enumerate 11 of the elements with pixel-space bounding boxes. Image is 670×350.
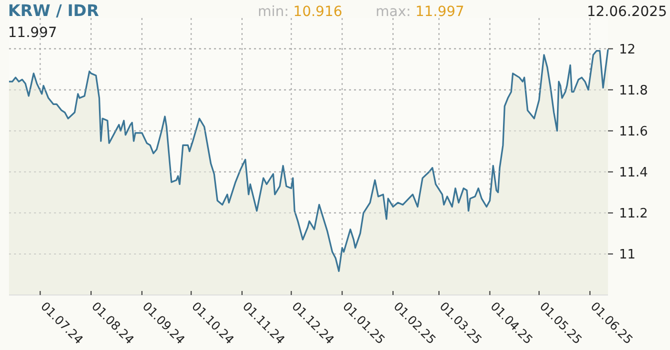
y-tick-label: 11 <box>619 248 636 263</box>
y-tick-label: 12 <box>619 42 636 58</box>
y-tick-label: 11.2 <box>619 206 648 222</box>
y-tick-label: 11.6 <box>619 124 648 140</box>
annotation: 11.997 <box>8 25 57 41</box>
y-tick-label: 11.8 <box>619 83 648 98</box>
annotation: max: 11.997 <box>376 4 464 20</box>
y-tick-label: 11.4 <box>619 165 648 180</box>
chart-title: KRW / IDR <box>8 1 99 20</box>
annotation: min: 10.916 <box>258 4 342 20</box>
annotation: 12.06.2025 <box>586 4 667 20</box>
